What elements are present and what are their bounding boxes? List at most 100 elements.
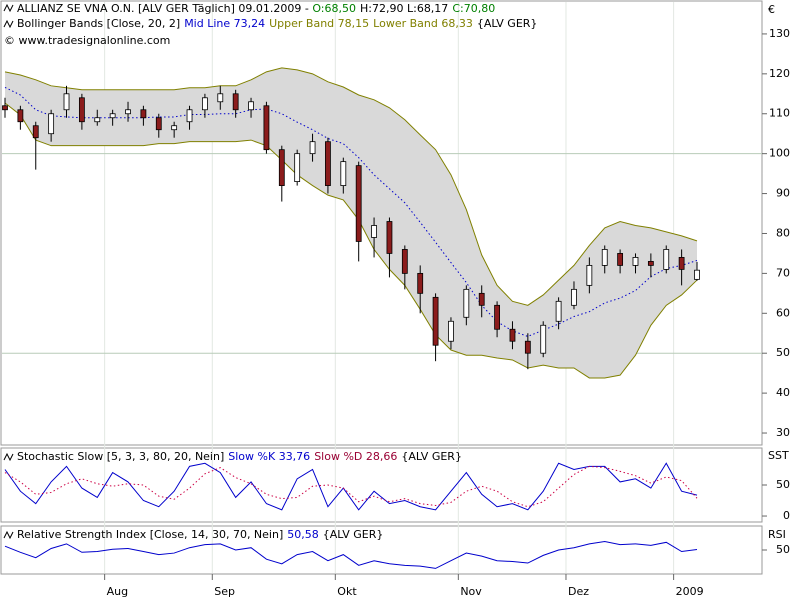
candle-body [478,292,485,306]
candle-body [78,97,85,123]
candle-body [232,93,239,111]
candle-body [202,97,208,111]
series-line [4,86,698,337]
candle-body [647,261,654,266]
candle-body [509,328,516,342]
series-line [4,465,698,508]
candle-body [694,269,700,280]
open-label: O:68,50 [312,2,356,15]
series-line [4,102,698,379]
candle-body [309,141,316,155]
y-tick-label: 80 [776,226,790,239]
y-tick-label: 100 [769,147,790,160]
suffix: {ALV GER} [477,17,538,30]
x-tick-label: Aug [107,585,128,598]
y-tick-label: 60 [776,306,790,319]
y-tick-label: 90 [776,187,790,200]
candle-body [678,257,685,270]
legend-entry: Upper Band 78,15 [269,17,369,30]
candle-body [401,249,408,274]
y-tick-label: 110 [769,107,790,120]
candle-body [325,141,331,186]
candle-body [371,225,377,238]
legend-entry: Slow %D 28,66 [314,450,397,463]
header: ALLIANZ SE VNA O.N. [ALV GER Täglich] 09… [3,2,789,541]
y-tick-label: 50 [776,543,790,556]
y-tick-label: 40 [776,386,790,399]
high-low-label: H:72,90 L:68,17 [360,2,448,15]
candle-body [248,101,254,111]
plot [2,67,700,569]
stochastic-panel [0,447,763,523]
candle-body [186,109,193,123]
y-tick-label: 70 [776,266,790,279]
candle-body [171,125,178,131]
indicator-icon [3,452,14,462]
series-line [4,462,698,511]
candle-body [494,304,500,330]
indicator-title: Relative Strength Index [Close, 14, 30, … [17,528,283,541]
legend-entry: Lower Band 68,33 [373,17,473,30]
candle-body [448,320,454,342]
candle-body [278,149,285,186]
candle-body [125,109,131,115]
axis-label: RSI [768,528,786,541]
candle-body [524,340,531,354]
band-fill [5,67,697,378]
x-tick-label: Dez [568,585,589,598]
x-tick-label: Sep [214,585,235,598]
y-tick-label: 50 [776,478,790,491]
candle-body [432,296,439,346]
candle-body [94,117,101,123]
series-line [4,67,698,306]
candle-body [601,249,608,266]
rsi-panel [0,525,763,575]
candle-body [48,113,55,135]
candle-body [2,105,8,111]
legend-entry: 50,58 [287,528,319,541]
series-line [4,541,698,569]
candle-body [140,109,147,119]
candle-body [32,125,39,139]
candle-body [571,288,577,306]
candle-body [663,249,670,270]
title: ALLIANZ SE VNA O.N. [ALV GER Täglich] 09… [17,2,312,15]
candle-body [555,300,562,322]
y-tick-label: 0 [783,509,790,522]
indicator-title: Stochastic Slow [5, 3, 3, 80, 20, Nein] [17,450,224,463]
close-label: C:70,80 [452,2,495,15]
y-tick-label: 120 [769,67,790,80]
candle-body [386,221,393,254]
y-tick-label: 50 [776,346,790,359]
candle-body [540,324,547,354]
candle-body [155,117,162,131]
candle-body [632,257,639,266]
suffix: {ALV GER} [323,528,384,541]
candle-body [417,272,424,294]
header-line: Relative Strength Index [Close, 14, 30, … [17,528,383,541]
header-line: Stochastic Slow [5, 3, 3, 80, 20, Nein] S… [17,450,462,463]
y-tick-label: 30 [776,426,790,439]
candle-body [17,109,24,123]
x-tick-label: Nov [460,585,482,598]
candle-body [63,93,70,111]
axis-label: SST [768,449,789,462]
axis-label: € [768,3,775,16]
candle-body [355,165,362,242]
suffix: {ALV GER} [401,450,462,463]
candle-body [617,253,624,266]
candle-body [294,153,301,182]
header-line: ALLIANZ SE VNA O.N. [ALV GER Täglich] 09… [17,2,495,15]
x-tick-label: Okt [337,585,357,598]
legend-entry: Mid Line 73,24 [184,17,265,30]
x-tick-label: 2009 [676,585,704,598]
candle-body [109,113,116,119]
candle-body [263,105,270,151]
indicator-icon [3,530,14,540]
y-tick-label: 130 [769,27,790,40]
subtitle: Bollinger Bands [Close, 20, 2] [17,17,180,30]
candle-body [340,161,347,186]
candle-body [586,265,593,286]
copyright: © www.tradesignalonline.com [4,34,170,47]
